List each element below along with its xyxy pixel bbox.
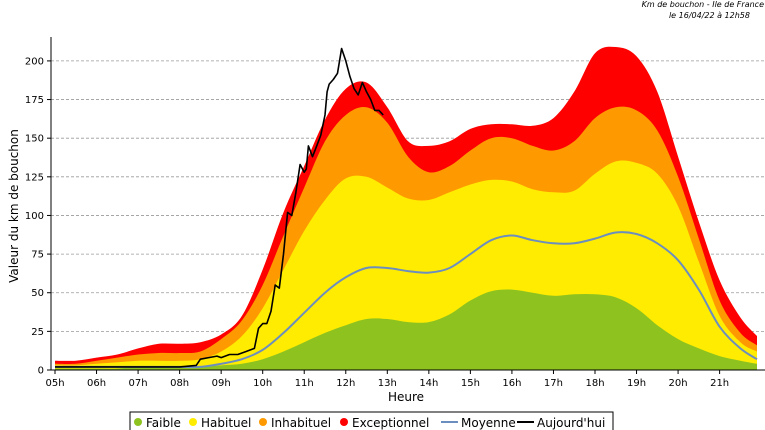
x-tick-label: 15h — [461, 378, 480, 389]
y-tick-label: 0 — [38, 366, 44, 377]
x-tick-label: 17h — [544, 378, 563, 389]
y-axis-title: Valeur du km de bouchon — [7, 129, 21, 283]
y-tick-label: 100 — [25, 211, 44, 222]
legend-swatch-habituel — [189, 418, 197, 426]
y-tick-label: 75 — [31, 250, 44, 261]
x-tick-label: 06h — [87, 378, 106, 389]
x-tick-label: 09h — [212, 378, 231, 389]
chart-subtitle: le 16/04/22 à 12h58 — [669, 11, 750, 20]
x-tick-label: 08h — [170, 378, 189, 389]
x-tick-labels: 05h 06h 07h 08h 09h 10h 11h 12h 13h 14h 15h 16h 17h 1… — [45, 370, 729, 389]
x-tick-label: 14h — [419, 378, 438, 389]
x-tick-label: 12h — [336, 378, 355, 389]
legend-label-inhabituel: Inhabituel — [271, 416, 331, 430]
x-tick-label: 05h — [45, 378, 64, 389]
legend-box — [129, 411, 614, 430]
x-axis-title: Heure — [388, 390, 424, 404]
chart-title: Km de bouchon - Ile de France — [642, 0, 764, 9]
legend: Faible Habituel Inhabituel Exceptionnel Moye… — [129, 411, 614, 430]
y-tick-label: 25 — [31, 327, 44, 338]
legend-swatch-faible — [134, 418, 142, 426]
legend-label-habituel: Habituel — [201, 416, 251, 430]
y-tick-label: 175 — [25, 95, 44, 106]
area-layers — [55, 46, 757, 370]
legend-label-exceptionnel: Exceptionnel — [352, 416, 429, 430]
x-tick-label: 20h — [669, 378, 688, 389]
legend-label-moyenne: Moyenne — [461, 416, 516, 430]
y-tick-label: 200 — [25, 56, 44, 67]
axes — [50, 37, 765, 371]
y-tick-label: 50 — [31, 288, 44, 299]
x-tick-label: 19h — [627, 378, 646, 389]
area-faible — [55, 289, 757, 370]
line-aujourdhui — [55, 47, 384, 368]
x-tick-label: 07h — [129, 378, 148, 389]
legend-swatch-inhabituel — [259, 418, 267, 426]
line-series — [55, 47, 758, 369]
x-tick-label: 16h — [502, 378, 521, 389]
x-tick-label: 11h — [295, 378, 314, 389]
x-tick-label: 21h — [710, 378, 729, 389]
legend-label-aujourdhui: Aujourd'hui — [537, 416, 605, 430]
y-tick-label: 125 — [25, 172, 44, 183]
legend-swatch-exceptionnel — [340, 418, 348, 426]
x-tick-label: 13h — [378, 378, 397, 389]
legend-label-faible: Faible — [146, 416, 181, 430]
y-tick-label: 150 — [25, 134, 44, 145]
x-tick-label: 10h — [253, 378, 272, 389]
y-tick-labels: 0 25 50 75 100 125 150 175 200 — [25, 56, 51, 377]
x-tick-label: 18h — [585, 378, 604, 389]
